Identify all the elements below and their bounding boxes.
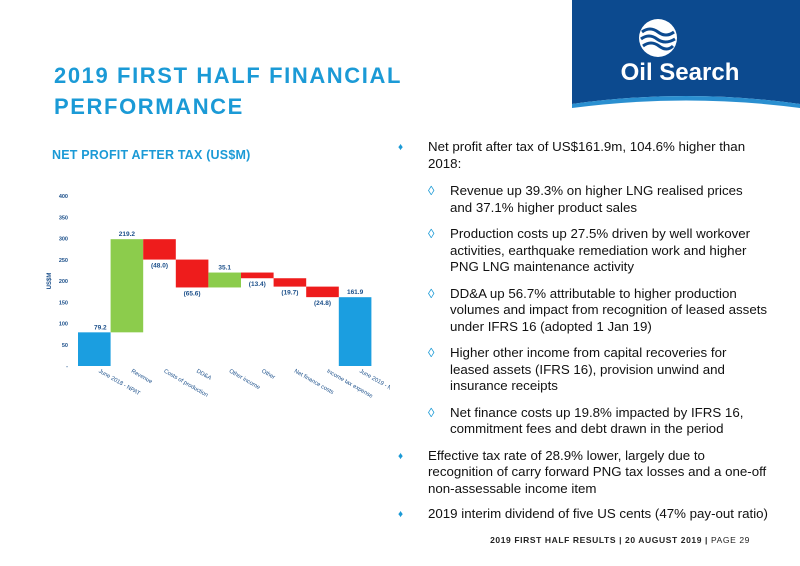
bullet-text: Effective tax rate of 28.9% lower, large…: [428, 447, 767, 496]
sub-bullet-item: ◊ Production costs up 27.5% driven by wel…: [428, 226, 768, 276]
y-tick-label: 100: [59, 322, 68, 328]
data-label: (65.6): [184, 290, 201, 297]
slide-title: 2019 FIRST HALF FINANCIAL PERFORMANCE: [54, 63, 402, 119]
category-label: DD&A: [195, 369, 212, 382]
data-label: 161.9: [347, 289, 364, 296]
y-tick-label: 350: [59, 215, 68, 221]
diamond-bullet-icon: ♦: [398, 142, 404, 153]
sub-bullet-item: ◊ Net finance costs up 19.8% impacted by …: [428, 405, 768, 438]
sub-bullet-text: Higher other income from capital recover…: [450, 345, 727, 393]
data-label: (19.7): [281, 290, 298, 297]
bullet-item: ♦ 2019 interim dividend of five US cents …: [398, 506, 768, 523]
waterfall-bar: [208, 272, 241, 288]
bullet-list: ♦ Net profit after tax of US$161.9m, 104.…: [398, 139, 768, 532]
bullet-text: 2019 interim dividend of five US cents (…: [428, 506, 768, 521]
y-tick-label: 300: [59, 237, 68, 243]
sub-bullet-text: Net finance costs up 19.8% impacted by I…: [450, 404, 744, 437]
bullet-item: ♦ Net profit after tax of US$161.9m, 104.…: [398, 139, 768, 438]
waterfall-bar: [78, 332, 111, 366]
y-tick-label: 200: [59, 279, 68, 285]
category-label: Other: [260, 369, 276, 381]
waterfall-bar: [273, 278, 307, 287]
y-tick-label: 150: [59, 300, 68, 306]
data-label: 79.2: [94, 324, 107, 331]
sub-bullet-item: ◊ Revenue up 39.3% on higher LNG realised…: [428, 183, 768, 216]
y-tick-label: 400: [59, 194, 68, 200]
bullet-item: ♦ Effective tax rate of 28.9% lower, larg…: [398, 448, 768, 498]
footer-text: 2019 FIRST HALF RESULTS | 20 AUGUST 2019…: [490, 535, 709, 545]
hollow-diamond-icon: ◊: [428, 226, 435, 241]
bullet-text: Net profit after tax of US$161.9m, 104.6…: [428, 139, 746, 171]
data-label: (24.8): [314, 300, 331, 307]
data-label: 35.1: [218, 265, 231, 272]
waterfall-bar: [175, 259, 209, 288]
sub-bullet-list: ◊ Revenue up 39.3% on higher LNG realised…: [428, 183, 768, 438]
sub-bullet-item: ◊ Higher other income from capital recove…: [428, 345, 768, 395]
waterfall-bar: [143, 239, 176, 260]
waterfall-bar: [110, 239, 144, 333]
oil-search-logo: Oil Search: [572, 0, 800, 108]
sub-bullet-text: DD&A up 56.7% attributable to higher pro…: [450, 285, 768, 334]
logo-text: Oil Search: [621, 59, 740, 86]
hollow-diamond-icon: ◊: [428, 285, 435, 301]
hollow-diamond-icon: ◊: [428, 345, 435, 360]
data-label: (13.4): [249, 281, 266, 288]
y-tick-label: -: [66, 364, 68, 370]
y-axis-label: US$M: [47, 273, 53, 290]
category-label: Revenue: [130, 369, 153, 386]
diamond-bullet-icon: ♦: [398, 509, 404, 520]
diamond-bullet-icon: ♦: [398, 450, 404, 462]
sub-bullet-text: Production costs up 27.5% driven by well…: [450, 226, 751, 274]
category-label: Other income: [228, 369, 261, 392]
data-label: (48.0): [151, 263, 168, 270]
hollow-diamond-icon: ◊: [428, 183, 435, 198]
sub-bullet-item: ◊ DD&A up 56.7% attributable to higher pr…: [428, 286, 768, 336]
sub-bullet-text: Revenue up 39.3% on higher LNG realised …: [450, 183, 743, 215]
slide-footer: 2019 FIRST HALF RESULTS | 20 AUGUST 2019…: [490, 535, 750, 545]
waterfall-bar: [338, 297, 372, 366]
hollow-diamond-icon: ◊: [428, 404, 435, 420]
data-label: 219.2: [119, 231, 136, 238]
chart-subtitle: NET PROFIT AFTER TAX (US$M): [52, 148, 251, 162]
waterfall-bar: [306, 286, 339, 298]
y-tick-label: 50: [62, 343, 68, 349]
waterfall-chart: US$M -50 100 150 200 250 300 350 400 79.2 June 201…: [30, 180, 402, 425]
y-tick-label: 250: [59, 258, 68, 264]
page-number: PAGE 29: [710, 535, 750, 545]
waterfall-bar: [241, 272, 274, 279]
